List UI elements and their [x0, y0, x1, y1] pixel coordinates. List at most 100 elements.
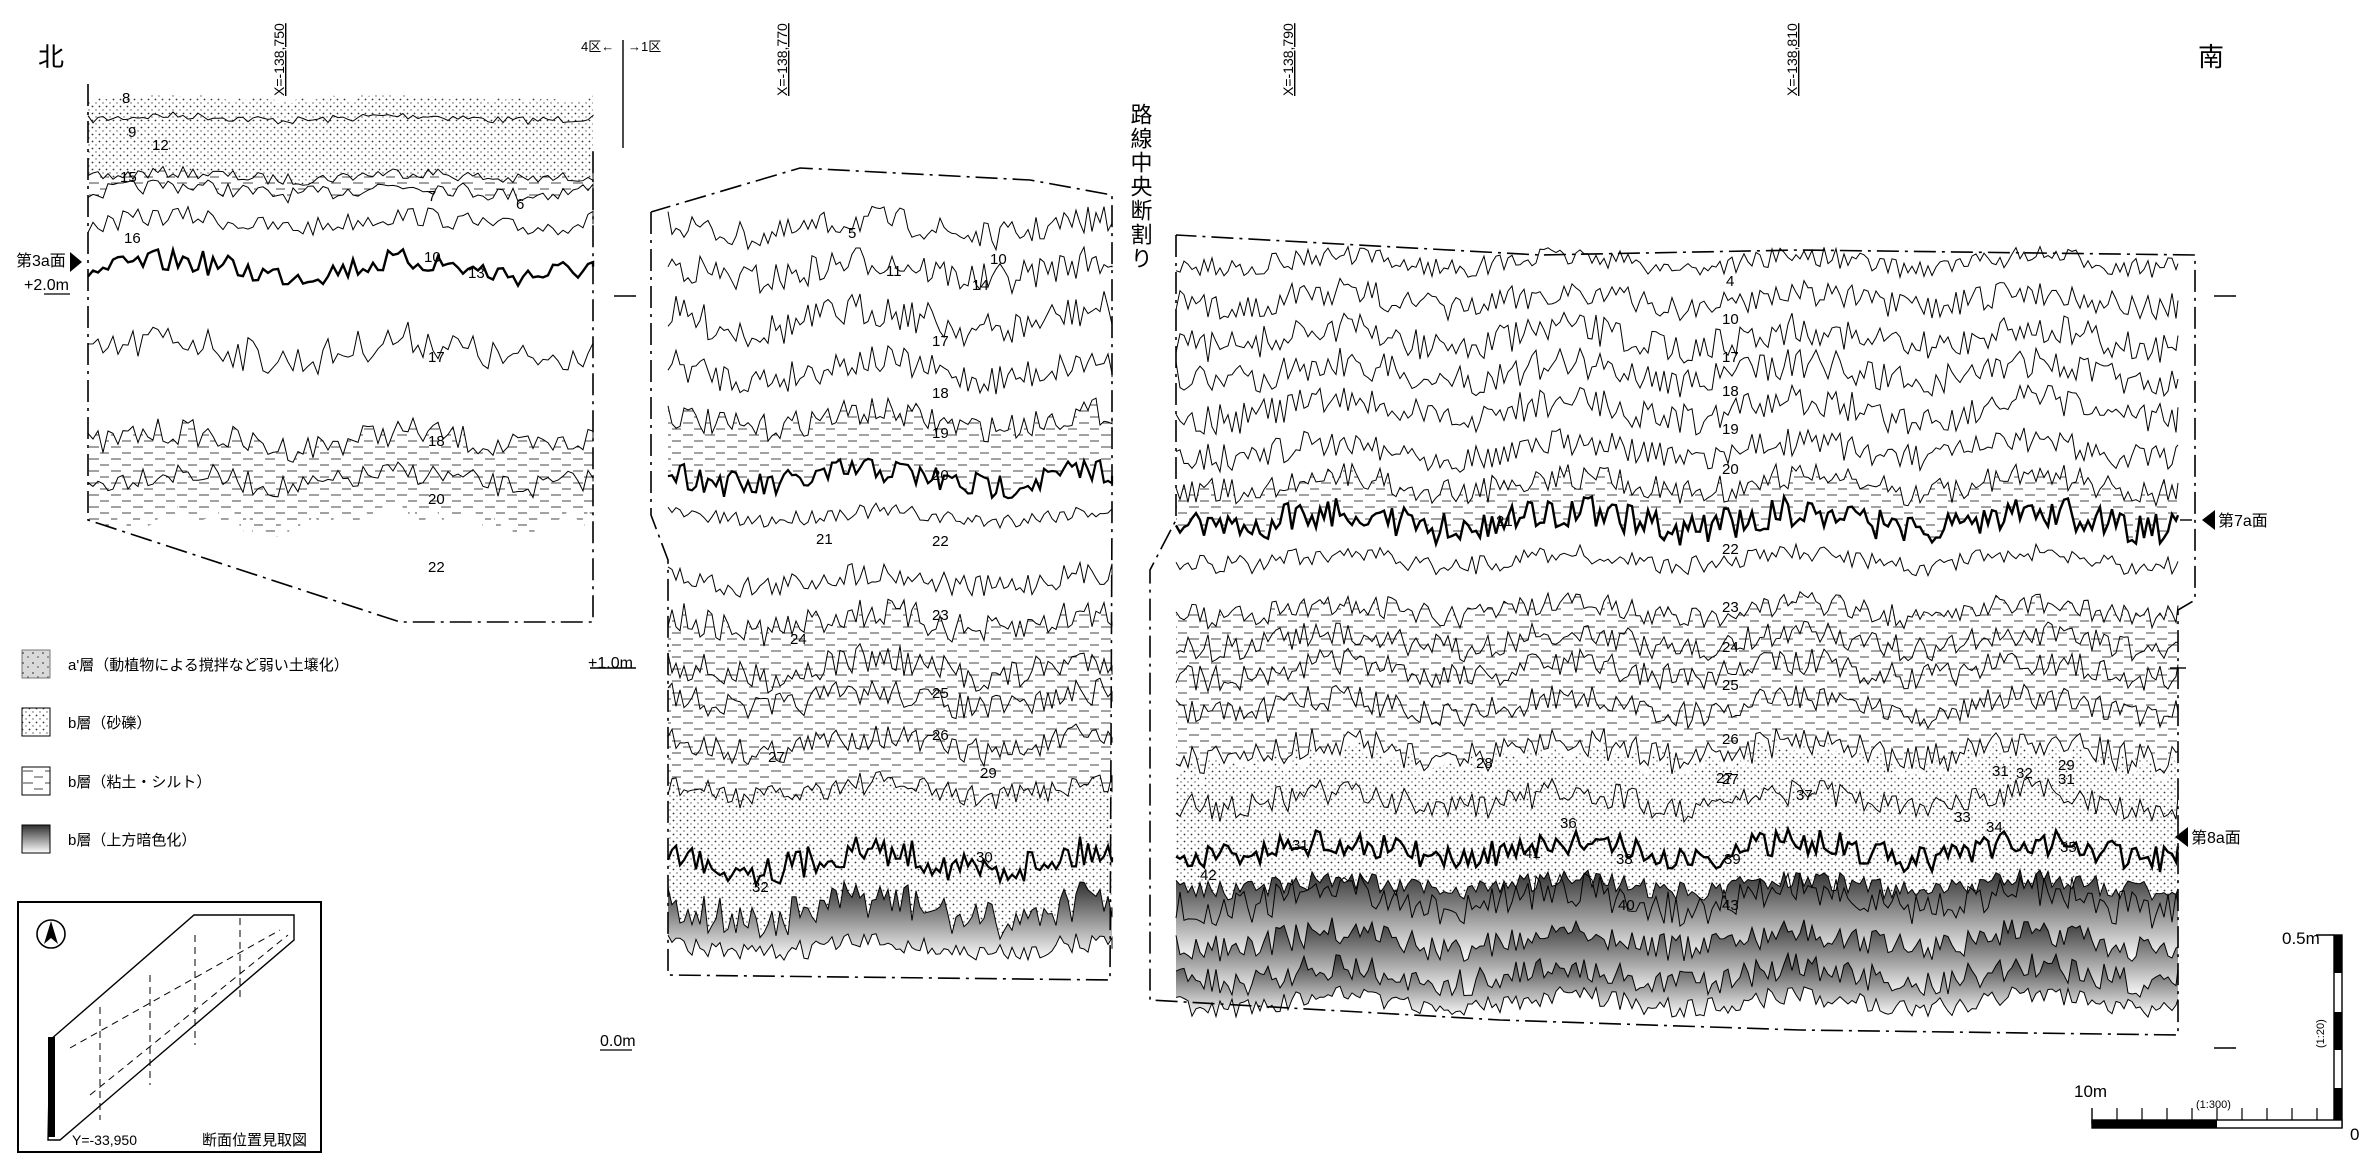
panel-3-outline — [1149, 234, 2196, 1036]
key-map: Y=-33,950 断面位置見取図 — [17, 901, 322, 1153]
p2-boundary-12 — [667, 771, 1113, 810]
p3-dark-42 — [1176, 917, 2178, 997]
p3-layer-label: 32 — [2016, 765, 2033, 782]
p1-boundary-3 — [87, 205, 594, 237]
p3-gravel-28 — [1176, 738, 2178, 872]
p1-boundary-2 — [87, 179, 594, 204]
scale-vertical-ratio: (1:20) — [2315, 1019, 2327, 1048]
p3-boundary-7 — [1174, 492, 2180, 549]
key-map-caption: 断面位置見取図 — [202, 1132, 307, 1149]
p3-boundary-14 — [1175, 777, 2179, 824]
p3-boundary-13 — [1175, 728, 2179, 774]
p2-gravel-29 — [668, 771, 1112, 885]
p3-layer-label: 29 — [2058, 757, 2075, 774]
p1-silt-band-a — [88, 166, 593, 203]
p2-layer-label: 23 — [932, 607, 949, 624]
p3-boundary-19 — [1175, 951, 2179, 998]
p3-boundary-20 — [1175, 985, 2179, 1019]
p1-boundary-1 — [87, 165, 594, 186]
p1-gravel-band — [88, 92, 593, 186]
p3-layer-label: 42 — [1200, 867, 1217, 884]
p1-layer-label: 17 — [428, 349, 445, 366]
p3-layer-label: 31 — [2058, 771, 2075, 788]
p2-boundary-14 — [667, 879, 1113, 941]
route-center-cut-label: 路線中央断割り — [1128, 103, 1153, 271]
p3-boundary-6 — [1175, 462, 2179, 508]
p3-boundary-3 — [1175, 346, 2179, 398]
p1-layer-label: 9 — [128, 124, 136, 141]
p3-boundary-5 — [1175, 427, 2179, 474]
p2-layer-label: 26 — [932, 727, 949, 744]
p2-layer-label: 19 — [932, 425, 949, 442]
p2-silt-26 — [668, 678, 1112, 809]
p2-boundary-7 — [667, 560, 1113, 598]
p1-layer-label: 18 — [428, 433, 445, 450]
p2-layer-label: 5 — [848, 225, 856, 242]
p3-layer-label: 26 — [1722, 731, 1739, 748]
legend-swatch-silt — [21, 766, 51, 796]
p3-boundary-18 — [1175, 917, 2179, 963]
surface-3a-label: 第3a面 — [16, 252, 66, 270]
elevation-2m: +2.0m — [24, 277, 69, 294]
p1-boundary-5 — [87, 321, 594, 376]
key-map-frame — [17, 901, 322, 1153]
p1-layer-label: 22 — [428, 559, 445, 576]
key-map-area-outline — [47, 914, 295, 1141]
legend-label-silt: b層（粘土・シルト） — [68, 774, 211, 791]
p2-boundary-5 — [667, 457, 1114, 501]
p1-layer-label: 6 — [516, 196, 524, 213]
p3-boundary-15 — [1175, 825, 2180, 875]
p3-silt-26 — [1176, 648, 2178, 774]
p2-boundary-8 — [667, 598, 1113, 647]
p2-layer-label: 32 — [752, 879, 769, 896]
p3-layer-label: 34 — [1986, 819, 2003, 836]
p1-layer-label: 10 — [424, 249, 441, 266]
p3-boundary-8 — [1175, 542, 2179, 578]
legend-label-a-prime: a'層（動植物による撹拌など弱い土壌化） — [68, 657, 349, 674]
p3-boundary-9 — [1175, 590, 2179, 631]
p2-layer-label: 25 — [932, 685, 949, 702]
p3-dark-43 — [1176, 953, 2178, 1017]
p2-dark-band — [668, 881, 1112, 961]
zone-right-label: →1区 — [628, 39, 661, 54]
p2-boundary-3 — [667, 344, 1113, 395]
x-coord-2: X=-138,770 — [774, 23, 790, 96]
p3-layer-label: 4 — [1726, 273, 1734, 290]
p2-layer-label: 11 — [886, 263, 902, 280]
panel-1-outline — [87, 84, 594, 623]
p3-boundary-10 — [1175, 620, 2179, 663]
elevation-1m: +1.0m — [588, 655, 633, 672]
layer-boundaries — [87, 111, 2180, 1019]
p3-boundary-1 — [1175, 277, 2179, 322]
p3-layer-label: 39 — [1724, 851, 1741, 868]
p2-boundary-9 — [667, 642, 1113, 694]
p1-layer-label: 12 — [152, 137, 169, 154]
panel-2-outline — [650, 167, 1113, 981]
p3-layer-label: 27 — [1716, 770, 1733, 787]
p2-layer-label: 18 — [932, 385, 949, 402]
p3-layer-label: 31 — [1992, 763, 2009, 780]
p3-layer-label: 24 — [1722, 639, 1739, 656]
legend-swatch-gravel — [21, 707, 51, 737]
key-map-y-coord: Y=-33,950 — [72, 1132, 137, 1148]
scale-zero: 0 — [2350, 1125, 2359, 1144]
p3-layer-label: 31 — [1292, 837, 1309, 854]
scale-vertical-top-label: 0.5m — [2282, 929, 2320, 948]
elevation-0m: 0.0m — [600, 1033, 636, 1050]
p2-layer-label: 10 — [990, 251, 1007, 268]
p3-layer-label: 28 — [1476, 755, 1493, 772]
p2-layer-label: 29 — [980, 765, 997, 782]
p2-boundary-11 — [667, 723, 1113, 768]
surface-8a-label: 第8a面 — [2191, 829, 2241, 847]
p3-layer-label: 35 — [2060, 839, 2077, 856]
p2-silt-20 — [668, 398, 1112, 499]
p2-boundary-10 — [667, 677, 1113, 720]
legend-label-gravel: b層（砂礫） — [68, 715, 151, 732]
p2-layer-label: 24 — [790, 631, 807, 648]
p2-layer-label: 27 — [768, 749, 785, 766]
p2-boundary-13 — [666, 836, 1114, 889]
x-coord-1: X=-138,750 — [271, 23, 287, 96]
surface-7a-label: 第7a面 — [2218, 512, 2268, 530]
surface-7a-marker — [2202, 510, 2215, 530]
